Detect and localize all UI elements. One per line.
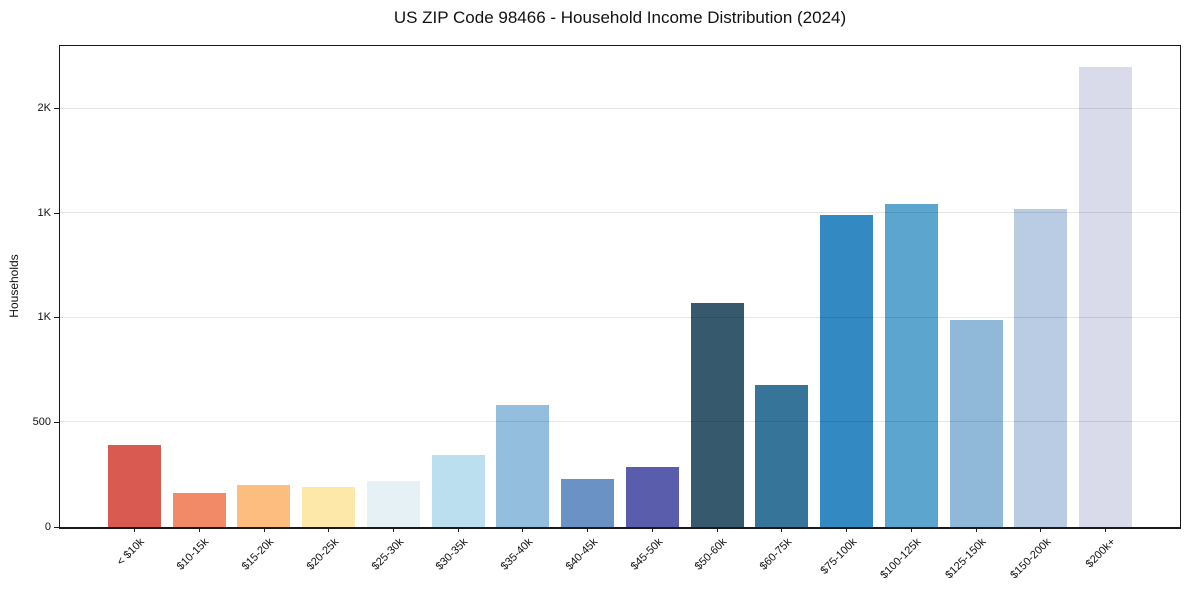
bar-50-60k	[690, 303, 744, 527]
y-tick-label: 1K	[37, 206, 51, 219]
x-tick-mark	[522, 527, 524, 532]
bar-125-150k	[949, 320, 1003, 527]
x-tick-label: $25-30k	[369, 536, 406, 573]
bar-25-30k	[366, 481, 420, 527]
bar-100-125k	[884, 203, 938, 527]
x-tick-label: < $10k	[114, 536, 147, 569]
y-tick-mark	[54, 526, 59, 528]
gridlines-layer	[60, 46, 1180, 527]
x-tick-label: $100-125k	[878, 536, 924, 582]
y-tick-mark	[54, 108, 59, 110]
x-tick-label: $60-75k	[757, 536, 795, 573]
bar-45-50k	[625, 467, 679, 527]
y-tick-mark	[54, 421, 59, 423]
bar-200k	[1079, 66, 1132, 527]
y-tick-mark	[54, 212, 59, 214]
x-tick-mark	[328, 527, 330, 532]
x-tick-label: $40-45k	[563, 536, 601, 573]
bar-10-15k	[172, 492, 226, 527]
x-tick-label: $75-100k	[818, 536, 860, 577]
chart-title: US ZIP Code 98466 - Household Income Dis…	[393, 8, 847, 27]
y-axis-label: Households	[7, 254, 21, 318]
y-tick-mark	[54, 317, 59, 319]
bar-15-20k	[237, 485, 291, 527]
bar-40-45k	[561, 479, 615, 527]
x-tick-label: $45-50k	[628, 536, 665, 573]
gridline	[60, 421, 1180, 423]
x-tick-mark	[392, 527, 394, 532]
bar-35-40k	[496, 404, 550, 527]
bars-layer	[60, 46, 1180, 527]
bar-20-25k	[302, 487, 356, 527]
x-tick-mark	[846, 527, 848, 532]
gridline	[60, 316, 1180, 318]
y-tick-label: 500	[32, 415, 51, 428]
y-tick-label: 1K	[37, 311, 51, 324]
x-tick-label: $125-150k	[943, 536, 989, 582]
x-tick-mark	[651, 527, 653, 532]
x-tick-label: $20-25k	[304, 536, 342, 573]
bar-75-100k	[820, 215, 874, 527]
x-tick-mark	[457, 527, 459, 532]
x-tick-label: $150-200k	[1008, 536, 1054, 582]
x-tick-mark	[1105, 527, 1106, 532]
x-tick-mark	[975, 527, 977, 532]
x-tick-mark	[716, 527, 718, 532]
x-tick-mark	[587, 527, 589, 532]
x-tick-mark	[263, 527, 265, 532]
x-tick-mark	[198, 527, 200, 532]
x-tick-label: $15-20k	[239, 536, 277, 573]
y-tick-label: 0	[44, 520, 51, 533]
x-tick-label: $50-60k	[692, 536, 730, 573]
x-tick-mark	[1040, 527, 1042, 532]
bar-10k	[108, 445, 161, 527]
x-tick-mark	[910, 527, 912, 532]
gridline	[60, 107, 1180, 109]
gridline	[60, 212, 1180, 214]
y-tick-label: 2K	[37, 102, 51, 115]
x-tick-label: $200k+	[1083, 536, 1118, 571]
plot-area	[59, 45, 1181, 529]
bar-60-75k	[755, 384, 809, 527]
x-tick-mark	[134, 527, 135, 532]
x-tick-mark	[781, 527, 783, 532]
bar-150-200k	[1014, 209, 1068, 527]
x-tick-label: $30-35k	[434, 536, 471, 573]
x-tick-label: $35-40k	[498, 536, 536, 573]
bar-30-35k	[431, 454, 485, 527]
x-tick-label: $10-15k	[175, 536, 212, 573]
